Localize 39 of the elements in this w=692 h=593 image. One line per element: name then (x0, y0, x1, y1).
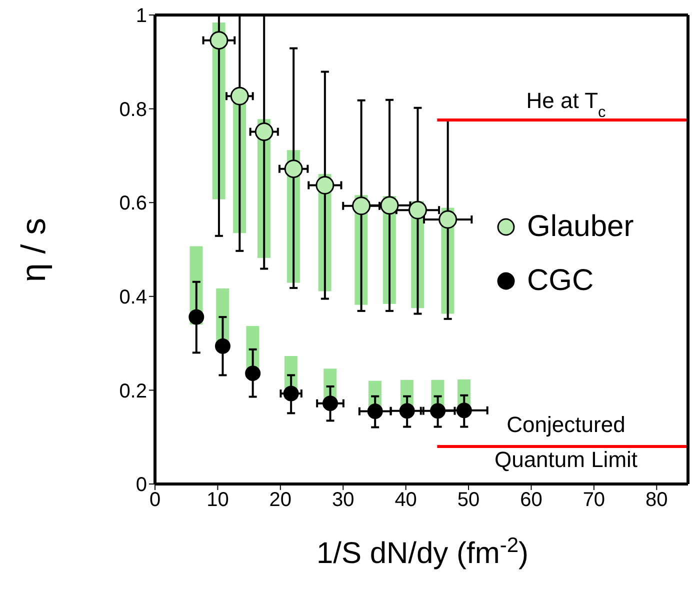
y-tick-label: 1 (136, 5, 147, 28)
y-axis-title: η / s (15, 218, 53, 282)
point (254, 122, 274, 142)
point (322, 396, 338, 412)
point (430, 403, 446, 419)
x-tick-label: 70 (582, 489, 606, 512)
x-axis-title: 1/S dN/dy (fm$^{-2}$) (316, 534, 529, 570)
y-tick-label: 0.2 (119, 380, 147, 402)
point (284, 160, 303, 178)
point (188, 309, 204, 325)
point (245, 366, 261, 382)
point (230, 86, 249, 106)
x-tick-label: 50 (457, 489, 480, 512)
x-tick-label: 80 (646, 489, 668, 512)
point (210, 31, 228, 50)
x-tick-label: 10 (206, 489, 229, 512)
annotation: Conjectured (506, 412, 626, 437)
x-tick-label: 60 (520, 489, 542, 512)
point (399, 403, 415, 419)
annotation: Quantum Limit (494, 447, 638, 472)
y-tick-label: 0.4 (119, 286, 147, 308)
point (367, 404, 383, 420)
point (283, 386, 299, 402)
legend-label: CGC (527, 263, 594, 299)
y-tick-label: 0 (136, 474, 147, 496)
x-tick-label: 30 (332, 489, 354, 512)
y-tick-label: 0.8 (119, 98, 147, 121)
point (352, 196, 371, 216)
x-tick-label: 20 (269, 489, 292, 512)
legend-label: Glauber (527, 209, 634, 245)
point (438, 210, 458, 229)
annotation: He at T$_{c}$ (526, 88, 606, 120)
x-tick-label: 40 (394, 489, 417, 512)
point (380, 196, 399, 215)
point (408, 200, 427, 220)
point (214, 338, 230, 354)
y-tick-label: 0.6 (119, 192, 147, 215)
point (316, 176, 334, 194)
point (456, 402, 472, 418)
